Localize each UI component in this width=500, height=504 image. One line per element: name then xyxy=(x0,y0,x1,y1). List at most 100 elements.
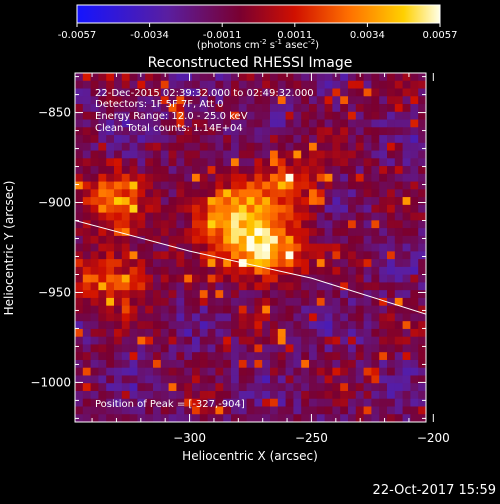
heatmap-cell xyxy=(176,150,185,159)
heatmap-cell xyxy=(82,251,91,260)
heatmap-cell xyxy=(98,220,107,229)
heatmap-cell xyxy=(246,352,255,361)
heatmap-cell xyxy=(285,135,294,144)
heatmap-cell xyxy=(324,398,333,407)
heatmap-cell xyxy=(176,142,185,151)
heatmap-cell xyxy=(192,142,201,151)
heatmap-cell xyxy=(410,367,419,376)
heatmap-cell xyxy=(309,189,318,198)
heatmap-cell xyxy=(90,259,99,268)
heatmap-cell xyxy=(285,414,294,422)
heatmap-cell xyxy=(129,189,138,198)
heatmap-cell xyxy=(309,336,318,345)
heatmap-cell xyxy=(199,158,208,167)
heatmap-cell xyxy=(160,383,169,392)
heatmap-cell xyxy=(106,406,115,415)
heatmap-cell xyxy=(121,375,130,384)
heatmap-cell xyxy=(387,266,396,276)
heatmap-cell xyxy=(223,243,232,252)
heatmap-cell xyxy=(285,204,294,213)
heatmap-cell xyxy=(90,344,99,353)
heatmap-cell xyxy=(246,398,255,407)
heatmap-cell xyxy=(355,328,364,338)
heatmap-cell xyxy=(106,73,115,82)
heatmap-cell xyxy=(168,173,177,182)
heatmap-cell xyxy=(277,173,286,182)
heatmap-cell xyxy=(254,414,263,422)
heatmap-cell xyxy=(394,305,403,314)
heatmap-cell xyxy=(332,96,341,105)
heatmap-cell xyxy=(371,321,380,330)
heatmap-cell xyxy=(363,313,372,322)
heatmap-cell xyxy=(301,220,310,229)
heatmap-cell xyxy=(379,305,388,314)
heatmap-cell xyxy=(270,181,279,190)
heatmap-cell xyxy=(332,328,341,338)
heatmap-cell xyxy=(160,274,169,283)
heatmap-cell xyxy=(231,150,240,159)
heatmap-cell xyxy=(82,398,91,407)
heatmap-cell xyxy=(355,96,364,105)
heatmap-cell xyxy=(246,111,255,120)
heatmap-cell xyxy=(114,181,123,190)
heatmap-cell xyxy=(114,158,123,167)
heatmap-cell xyxy=(98,189,107,198)
heatmap-cell xyxy=(363,321,372,330)
heatmap-cell xyxy=(387,406,396,415)
heatmap-cell xyxy=(332,336,341,345)
heatmap-cell xyxy=(153,228,162,237)
heatmap-cell xyxy=(410,259,419,268)
heatmap-cell xyxy=(90,88,99,97)
heatmap-cell xyxy=(184,166,193,175)
heatmap-cell xyxy=(379,259,388,268)
heatmap-cell xyxy=(114,189,123,198)
heatmap-cell xyxy=(363,142,372,151)
heatmap-cell xyxy=(160,173,169,182)
heatmap-cell xyxy=(285,212,294,221)
heatmap-cell xyxy=(114,251,123,260)
heatmap-cell xyxy=(340,204,349,213)
heatmap-cell xyxy=(106,305,115,314)
heatmap-cell xyxy=(387,228,396,237)
heatmap-cell xyxy=(316,336,325,345)
heatmap-cell xyxy=(75,274,84,283)
heatmap-cell xyxy=(223,197,232,206)
heatmap-cell xyxy=(340,266,349,276)
heatmap-cell xyxy=(379,119,388,128)
heatmap-cell xyxy=(168,127,177,136)
heatmap-cell xyxy=(114,352,123,361)
heatmap-cell xyxy=(371,313,380,322)
heatmap-cell xyxy=(293,383,302,392)
heatmap-cell xyxy=(199,104,208,113)
heatmap-cell xyxy=(340,96,349,105)
heatmap-cell xyxy=(293,274,302,283)
heatmap-cell xyxy=(316,104,325,113)
heatmap-cell xyxy=(316,96,325,105)
heatmap-cell xyxy=(293,142,302,151)
heatmap-cell xyxy=(238,274,247,283)
heatmap-cell xyxy=(324,127,333,136)
heatmap-cell xyxy=(293,406,302,415)
heatmap-cell xyxy=(363,243,372,252)
heatmap-cell xyxy=(324,390,333,400)
heatmap-cell xyxy=(262,344,271,353)
heatmap-cell xyxy=(231,80,240,89)
heatmap-cell xyxy=(145,80,154,89)
heatmap-cell xyxy=(262,150,271,159)
heatmap-cell xyxy=(114,336,123,345)
heatmap-cell xyxy=(75,204,84,213)
heatmap-cell xyxy=(90,251,99,260)
heatmap-cell xyxy=(223,274,232,283)
heatmap-cell xyxy=(176,173,185,182)
heatmap-cell xyxy=(184,80,193,89)
heatmap-cell xyxy=(246,80,255,89)
heatmap-cell xyxy=(254,73,263,82)
heatmap-cell xyxy=(394,73,403,82)
heatmap-cell xyxy=(231,313,240,322)
heatmap-cell xyxy=(75,282,84,291)
heatmap-cell xyxy=(270,150,279,159)
heatmap-cell xyxy=(402,328,411,338)
heatmap-cell xyxy=(410,398,419,407)
heatmap-cell xyxy=(371,111,380,120)
heatmap-cell xyxy=(231,111,240,120)
